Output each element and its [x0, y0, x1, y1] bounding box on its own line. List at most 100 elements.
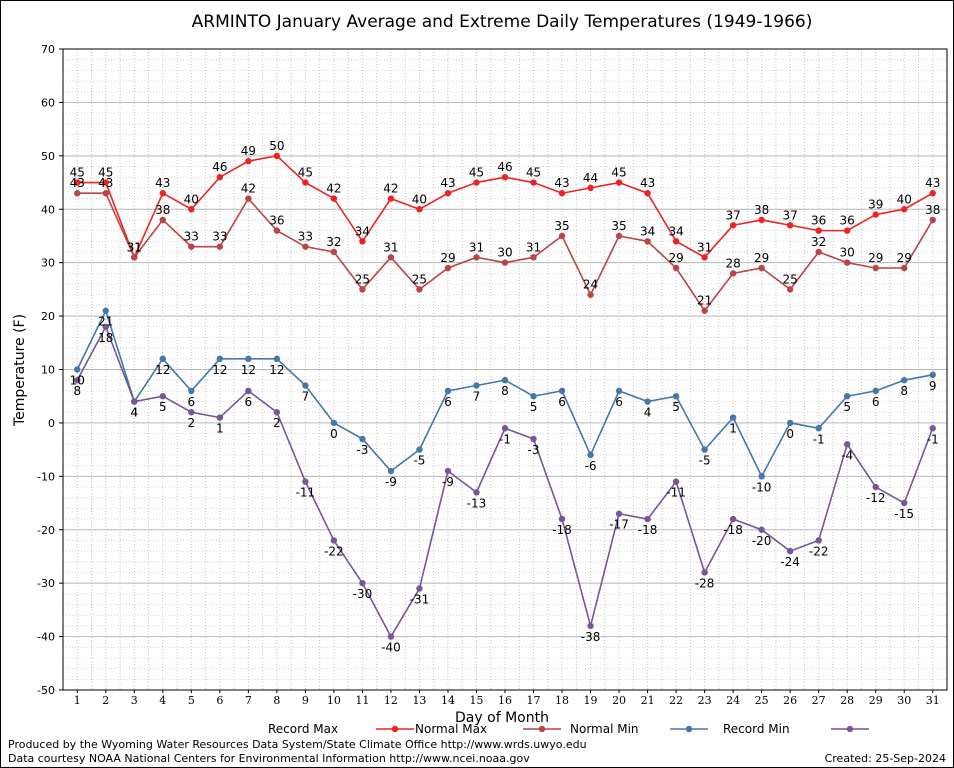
record-max-point [872, 211, 879, 218]
x-tick-label: 29 [869, 694, 883, 707]
legend-label-record-max: Record Max [268, 722, 338, 736]
normal-min-data-label: -6 [585, 459, 597, 473]
legend-label-normal-max: Normal Max [415, 722, 487, 736]
record-max-point [444, 190, 452, 197]
normal-max-data-label: 25 [783, 272, 798, 286]
normal-min-data-label: 12 [241, 363, 256, 377]
normal-min-point [245, 355, 252, 363]
x-tick-label: 5 [188, 694, 195, 707]
record-max-data-label: 42 [326, 182, 341, 196]
record-max-point [501, 174, 509, 181]
normal-min-point [102, 307, 109, 314]
normal-max-point [216, 243, 224, 250]
record-min-point [843, 441, 851, 448]
normal-min-point [672, 393, 680, 400]
record-min-data-label: 18 [98, 331, 113, 345]
record-min-data-label: -18 [638, 523, 658, 537]
x-tick-label: 15 [469, 694, 483, 707]
normal-max-data-label: 21 [697, 294, 712, 308]
record-min-point [416, 585, 423, 592]
normal-max-data-label: 35 [611, 219, 626, 233]
x-tick-label: 4 [159, 694, 166, 707]
record-max-data-label: 46 [497, 160, 512, 174]
chart-title: ARMINTO January Average and Extreme Dail… [192, 12, 813, 32]
x-tick-label: 25 [755, 694, 769, 707]
record-max-data-label: 46 [212, 160, 227, 174]
record-min-data-label: 2 [273, 416, 281, 430]
record-min-point [102, 323, 109, 330]
record-min-data-label: -1 [499, 432, 511, 446]
record-max-data-label: 31 [127, 240, 142, 254]
normal-min-data-label: 6 [188, 395, 196, 409]
y-tick-label: 0 [48, 417, 55, 430]
record-min-data-label: -18 [723, 523, 743, 537]
record-min-point [188, 409, 195, 416]
normal-min-data-label: 12 [269, 363, 284, 377]
x-tick-label: 19 [584, 694, 598, 707]
normal-max-point [872, 264, 879, 272]
normal-min-point [188, 387, 195, 395]
x-tick-label: 13 [412, 694, 426, 707]
normal-min-data-label: 12 [212, 363, 227, 377]
normal-max-data-label: 33 [212, 230, 227, 244]
normal-max-data-label: 38 [925, 203, 940, 217]
record-max-data-label: 36 [811, 214, 826, 228]
normal-max-data-label: 42 [241, 182, 256, 196]
normal-min-data-label: -3 [356, 443, 368, 457]
record-max-point [273, 152, 281, 160]
normal-min-point [587, 451, 594, 459]
record-max-data-label: 43 [155, 176, 170, 190]
record-max-data-label: 45 [526, 166, 541, 180]
legend-marker-record-min [846, 725, 854, 733]
record-min-data-label: -11 [666, 486, 686, 500]
x-tick-label: 6 [216, 694, 223, 707]
normal-min-data-label: 1 [729, 422, 737, 436]
normal-min-point [74, 366, 81, 373]
record-max-point [416, 206, 423, 213]
record-max-point [929, 190, 936, 197]
normal-max-data-label: 38 [155, 203, 170, 217]
record-max-data-label: 45 [70, 166, 85, 180]
grid [62, 48, 948, 691]
normal-max-data-label: 43 [98, 176, 113, 190]
record-max-point [330, 195, 338, 202]
normal-max-data-label: 32 [811, 235, 826, 249]
normal-max-point [901, 264, 908, 272]
record-max-point [901, 206, 908, 213]
normal-min-data-label: -10 [752, 480, 772, 494]
x-tick-label: 28 [840, 694, 854, 707]
x-tick-label: 23 [698, 694, 712, 707]
normal-min-point [530, 393, 537, 400]
record-max-data-label: 40 [897, 192, 912, 206]
normal-min-data-label: 6 [872, 395, 880, 409]
record-min-point [501, 425, 509, 432]
normal-max-data-label: 36 [269, 214, 284, 228]
record-min-point [530, 435, 537, 443]
normal-min-data-label: -1 [813, 432, 825, 446]
x-tick-label: 2 [102, 694, 109, 707]
normal-min-data-label: 6 [558, 395, 566, 409]
record-max-data-label: 39 [868, 198, 883, 212]
normal-max-point [587, 291, 594, 298]
normal-min-data-label: 12 [155, 363, 170, 377]
record-min-data-label: -22 [809, 544, 829, 558]
record-min-point [701, 569, 708, 576]
record-min-data-label: -15 [894, 507, 914, 521]
record-max-data-label: 43 [640, 176, 655, 190]
normal-max-point [558, 232, 566, 240]
record-min-data-label: 1 [216, 422, 224, 436]
x-tick-label: 11 [355, 694, 369, 707]
record-max-point [701, 254, 708, 261]
normal-min-data-label: -5 [699, 454, 711, 468]
record-min-data-label: 5 [159, 400, 167, 414]
x-tick-label: 10 [327, 694, 341, 707]
normal-min-point [815, 425, 822, 432]
record-max-point [729, 222, 737, 229]
record-min-data-label: 6 [245, 395, 253, 409]
x-tick-label: 16 [498, 694, 512, 707]
record-max-point [615, 179, 623, 186]
normal-max-point [416, 286, 423, 293]
normal-max-data-label: 29 [897, 251, 912, 265]
record-max-point [786, 222, 794, 229]
x-tick-label: 22 [669, 694, 683, 707]
